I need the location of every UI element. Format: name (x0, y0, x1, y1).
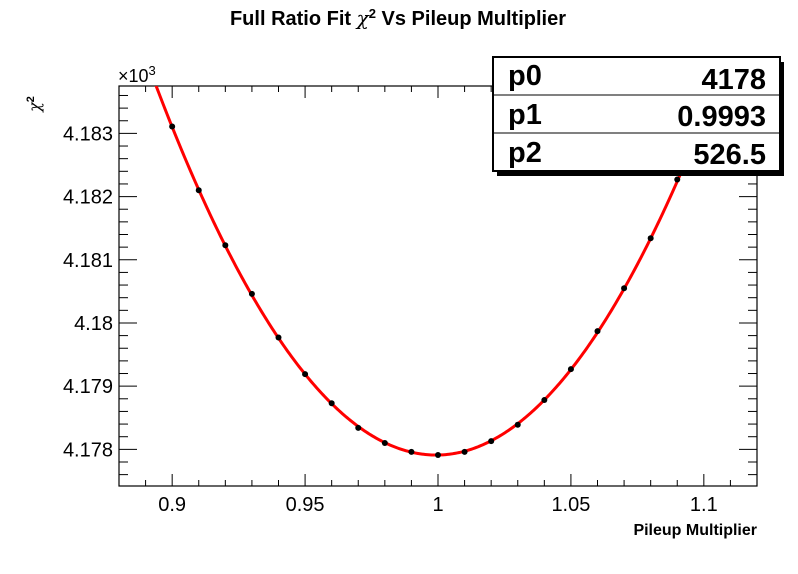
data-point (248, 290, 255, 297)
x-axis: 0.9 0.95 1 1.05 1.1 (118, 86, 758, 516)
y-tick-label: 4.178 (63, 439, 113, 461)
stats-box: p0 4178 p1 0.9993 p2 526.5 (492, 56, 784, 176)
y-tick-label: 4.183 (63, 123, 113, 145)
stats-box-panel (492, 56, 781, 172)
stat-label-p0: p0 (508, 60, 542, 92)
data-point (461, 448, 468, 455)
y-tick-label: 4.182 (63, 187, 113, 209)
data-point (328, 400, 335, 407)
y-tick-label: 4.179 (63, 376, 113, 398)
stat-value-p1: 0.9993 (677, 101, 766, 133)
data-point (674, 176, 681, 183)
data-point (302, 371, 309, 378)
data-point (222, 242, 229, 249)
y-axis-title: χ2 (25, 96, 44, 113)
data-point (647, 235, 654, 242)
data-point (488, 438, 495, 445)
x-tick-label: 1.05 (551, 494, 590, 516)
x-tick-label: 0.95 (286, 494, 325, 516)
data-point (541, 397, 548, 404)
data-point (567, 366, 574, 373)
x-axis-title: Pileup Multiplier (633, 522, 757, 539)
data-point (381, 440, 388, 447)
y-tick-label: 4.181 (63, 250, 113, 272)
stat-label-p1: p1 (508, 99, 542, 131)
data-point (594, 328, 601, 335)
y-axis: 4.178 4.179 4.18 4.181 4.182 4.183 (63, 94, 757, 476)
x-tick-label: 0.9 (158, 494, 186, 516)
data-point (275, 334, 282, 341)
chart-title: Full Ratio Fit χ2 Vs Pileup Multiplier (230, 6, 566, 31)
data-point (514, 421, 521, 428)
stat-label-p2: p2 (508, 137, 542, 169)
stat-value-p2: 526.5 (693, 139, 766, 171)
x-tick-label: 1 (432, 494, 443, 516)
data-point (195, 187, 202, 194)
data-point (169, 123, 176, 130)
y-tick-label: 4.18 (74, 313, 113, 335)
y-scale-exponent: ×103 (118, 63, 156, 87)
stat-value-p0: 4178 (701, 64, 766, 96)
data-point (408, 448, 415, 455)
x-tick-label: 1.1 (690, 494, 718, 516)
data-point (621, 285, 628, 292)
data-point (355, 424, 362, 431)
data-points-layer (169, 123, 681, 459)
data-point (435, 452, 441, 459)
